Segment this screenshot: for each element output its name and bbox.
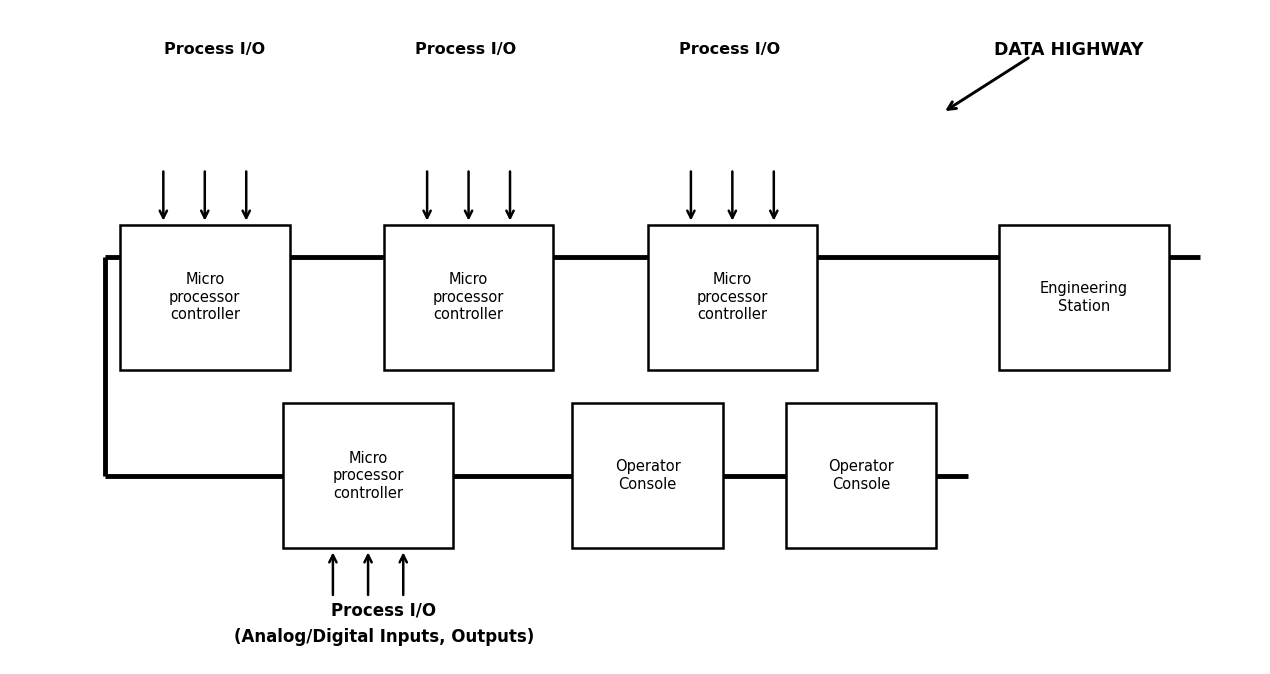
Text: (Analog/Digital Inputs, Outputs): (Analog/Digital Inputs, Outputs) (234, 628, 533, 646)
Text: Process I/O: Process I/O (164, 42, 264, 57)
Bar (119, 225, 290, 370)
Text: Micro
processor
controller: Micro processor controller (169, 272, 240, 322)
Text: Operator
Console: Operator Console (828, 460, 894, 492)
Text: Micro
processor
controller: Micro processor controller (433, 272, 504, 322)
Text: Process I/O: Process I/O (678, 42, 780, 57)
Bar (999, 225, 1168, 370)
Text: DATA HIGHWAY: DATA HIGHWAY (993, 41, 1143, 59)
Text: Process I/O: Process I/O (415, 42, 516, 57)
Bar (573, 403, 723, 548)
Text: Micro
processor
controller: Micro processor controller (697, 272, 768, 322)
Bar (786, 403, 936, 548)
Bar (283, 403, 453, 548)
Bar (648, 225, 817, 370)
Bar (384, 225, 554, 370)
Text: Micro
processor
controller: Micro processor controller (333, 451, 404, 501)
Text: Operator
Console: Operator Console (615, 460, 681, 492)
Text: Engineering
Station: Engineering Station (1040, 281, 1128, 313)
Text: Process I/O: Process I/O (331, 602, 437, 620)
